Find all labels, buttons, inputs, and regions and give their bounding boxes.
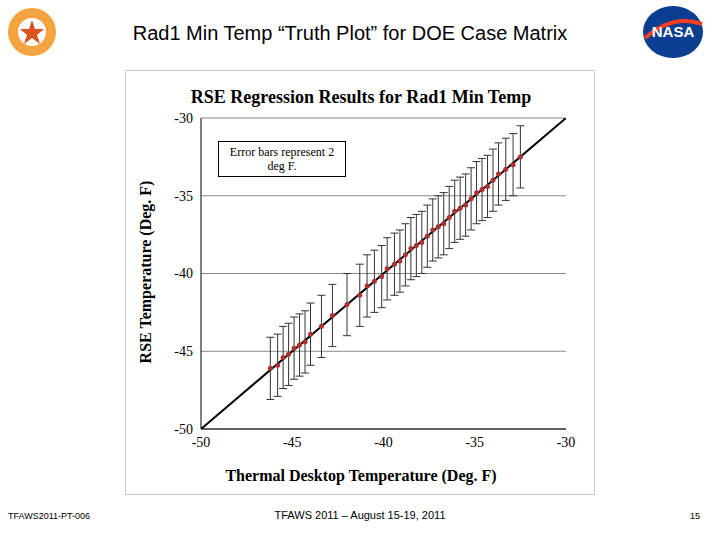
svg-text:-50: -50 — [174, 422, 193, 437]
svg-text:-40: -40 — [374, 435, 393, 450]
html-text:TFAWS 2011 – August 15-19, 201: TFAWS 2011 – August 15-19, 2011 — [274, 509, 446, 521]
html-text:Error bars represent 2 deg F.: Error bars represent 2 deg F. — [229, 145, 335, 173]
svg-text:-50: -50 — [192, 435, 211, 450]
svg-text:-35: -35 — [465, 435, 484, 450]
svg-text:-30: -30 — [174, 111, 193, 126]
svg-text:NASA: NASA — [652, 23, 695, 40]
html-text:15: 15 — [690, 511, 700, 521]
svg-text:-35: -35 — [174, 189, 193, 204]
html-text:Thermal Desktop Temperature (D: Thermal Desktop Temperature (Deg. F) — [225, 467, 497, 484]
svg-text:-40: -40 — [174, 266, 193, 281]
svg-text:-45: -45 — [174, 344, 193, 359]
html-text:RSE Regression Results for Rad: RSE Regression Results for Rad1 Min Temp — [190, 87, 532, 107]
svg-text:-30: -30 — [557, 435, 576, 450]
html-text:RSE Temperature (Deg. F): RSE Temperature (Deg. F) — [137, 180, 154, 364]
html-text:Rad1 Min Temp “Truth Plot” for: Rad1 Min Temp “Truth Plot” for DOE Case … — [132, 22, 568, 44]
html-text:TFAWS2011-PT-006: TFAWS2011-PT-006 — [8, 511, 90, 521]
svg-text:-45: -45 — [283, 435, 302, 450]
